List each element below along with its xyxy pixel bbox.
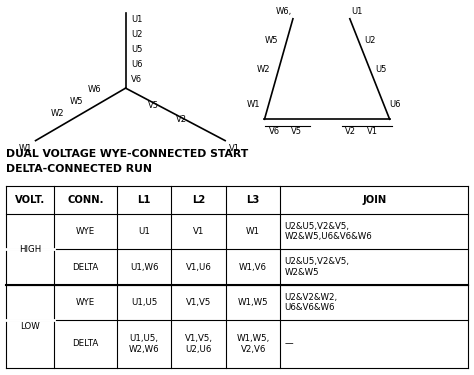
Text: W1,V6: W1,V6 bbox=[239, 262, 267, 272]
Text: V2: V2 bbox=[176, 115, 187, 124]
Text: W2: W2 bbox=[51, 110, 64, 118]
Text: U6: U6 bbox=[131, 60, 143, 69]
Text: U2: U2 bbox=[131, 30, 143, 39]
Text: U1: U1 bbox=[352, 7, 363, 16]
Text: W1: W1 bbox=[246, 227, 260, 236]
Text: W1: W1 bbox=[247, 100, 260, 109]
Text: U1: U1 bbox=[138, 227, 150, 236]
Text: U1: U1 bbox=[131, 15, 143, 24]
Text: JOIN: JOIN bbox=[362, 195, 386, 205]
Text: W5: W5 bbox=[69, 97, 83, 106]
Text: DELTA: DELTA bbox=[73, 339, 99, 348]
Text: V5: V5 bbox=[148, 100, 159, 109]
Text: V6: V6 bbox=[131, 75, 142, 84]
Text: U2&U5,V2&V5,
W2&W5: U2&U5,V2&V5, W2&W5 bbox=[284, 257, 349, 277]
Text: CONN.: CONN. bbox=[67, 195, 104, 205]
Text: W6: W6 bbox=[88, 85, 102, 94]
Text: W6,: W6, bbox=[276, 7, 292, 16]
Text: V1,V5: V1,V5 bbox=[186, 298, 211, 307]
Text: VOLT.: VOLT. bbox=[15, 195, 45, 205]
Text: W5: W5 bbox=[264, 36, 278, 45]
Text: V2: V2 bbox=[345, 128, 356, 136]
Text: V1,U6: V1,U6 bbox=[186, 262, 211, 272]
Text: —: — bbox=[284, 339, 293, 348]
Text: U5: U5 bbox=[131, 45, 143, 54]
Text: U5: U5 bbox=[375, 64, 387, 74]
Text: V1: V1 bbox=[229, 144, 240, 153]
Text: L1: L1 bbox=[137, 195, 151, 205]
Text: U2&U5,V2&V5,
W2&W5,U6&V6&W6: U2&U5,V2&V5, W2&W5,U6&V6&W6 bbox=[284, 222, 372, 241]
Text: W1,W5,
V2,V6: W1,W5, V2,V6 bbox=[237, 334, 270, 354]
Text: V6: V6 bbox=[269, 128, 280, 136]
Text: W2: W2 bbox=[257, 64, 270, 74]
Text: V5: V5 bbox=[291, 128, 301, 136]
Text: U6: U6 bbox=[389, 100, 401, 109]
Text: V1: V1 bbox=[193, 227, 204, 236]
Text: DELTA-CONNECTED RUN: DELTA-CONNECTED RUN bbox=[6, 164, 152, 174]
Text: U1,U5: U1,U5 bbox=[131, 298, 157, 307]
Text: U1,W6: U1,W6 bbox=[130, 262, 158, 272]
Text: L2: L2 bbox=[192, 195, 205, 205]
Text: L3: L3 bbox=[246, 195, 260, 205]
Text: U2: U2 bbox=[364, 36, 375, 45]
Text: V1,V5,
U2,U6: V1,V5, U2,U6 bbox=[184, 334, 213, 354]
Text: DELTA: DELTA bbox=[73, 262, 99, 272]
Text: HIGH: HIGH bbox=[19, 245, 41, 254]
Text: U1,U5,
W2,W6: U1,U5, W2,W6 bbox=[129, 334, 159, 354]
Text: DUAL VOLTAGE WYE-CONNECTED START: DUAL VOLTAGE WYE-CONNECTED START bbox=[6, 149, 248, 159]
Text: LOW: LOW bbox=[20, 322, 40, 331]
Text: V1: V1 bbox=[367, 128, 378, 136]
Text: U2&V2&W2,
U6&V6&W6: U2&V2&W2, U6&V6&W6 bbox=[284, 293, 337, 312]
Text: W1: W1 bbox=[18, 144, 32, 153]
Text: WYE: WYE bbox=[76, 227, 95, 236]
Text: WYE: WYE bbox=[76, 298, 95, 307]
Text: W1,W5: W1,W5 bbox=[238, 298, 268, 307]
